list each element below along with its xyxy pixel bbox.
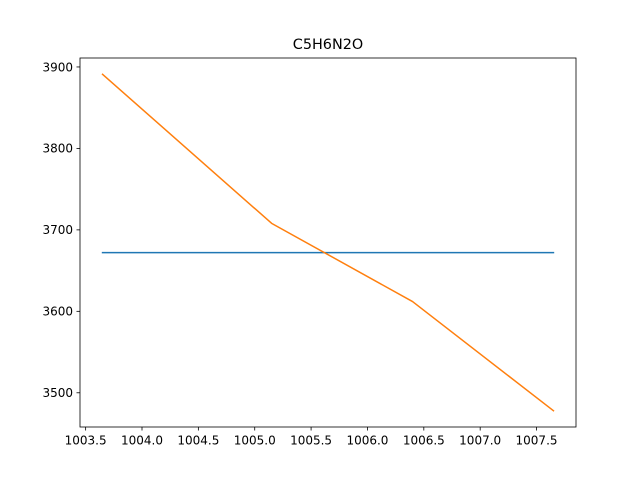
x-tick-label: 1007.0 (459, 434, 501, 448)
series-line-2 (101, 73, 555, 412)
chart-title: C5H6N2O (293, 37, 363, 53)
x-tick-label: 1004.0 (121, 434, 163, 448)
x-tick-label: 1005.0 (234, 434, 276, 448)
x-tick-label: 1004.5 (177, 434, 219, 448)
y-tick-label: 3600 (42, 305, 73, 319)
y-tick-label: 3900 (42, 60, 73, 74)
y-tick-label: 3500 (42, 386, 73, 400)
y-tick-label: 3800 (42, 142, 73, 156)
y-tick-label: 3700 (42, 223, 73, 237)
x-tick-label: 1007.5 (516, 434, 558, 448)
x-tick-label: 1005.5 (290, 434, 332, 448)
x-tick-label: 1003.5 (65, 434, 107, 448)
x-tick-label: 1006.5 (403, 434, 445, 448)
plot-area: 1003.5 1004.0 1004.5 1005.0 1005.5 1006.0 1006… (42, 57, 577, 448)
axes-frame (79, 57, 577, 428)
x-tick-label: 1006.0 (346, 434, 388, 448)
